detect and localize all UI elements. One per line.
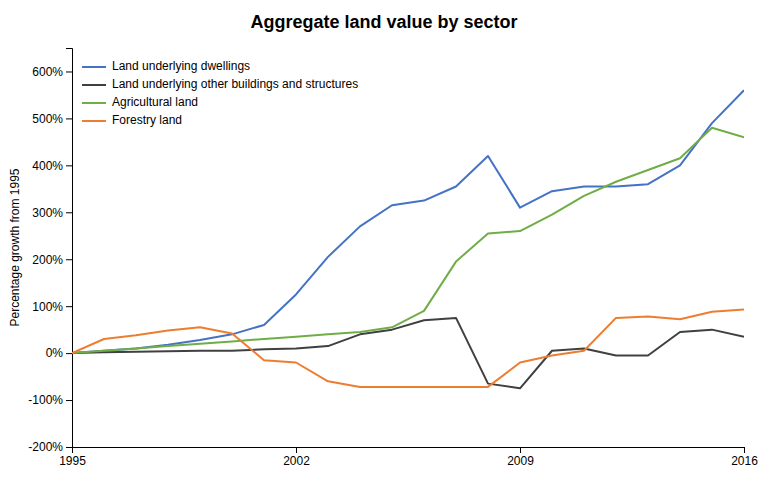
- series-line: [72, 128, 744, 353]
- x-tick-mark: [744, 447, 745, 453]
- y-tick-label: 500%: [32, 112, 63, 126]
- x-tick-label: 2016: [731, 454, 758, 468]
- x-tick-mark: [296, 447, 297, 453]
- x-tick-label: 1995: [59, 454, 86, 468]
- x-tick: 2009: [507, 447, 534, 468]
- series-line: [72, 90, 744, 353]
- y-tick-label: 600%: [32, 65, 63, 79]
- legend-swatch: [82, 84, 106, 86]
- y-tick-label: 200%: [32, 253, 63, 267]
- y-axis: -200% -100% 0% 100% 200% 300% 400% 500% 600%: [28, 49, 72, 455]
- legend-label: Agricultural land: [112, 95, 198, 109]
- legend-item: Agricultural land: [82, 95, 198, 109]
- y-tick-label: 400%: [32, 159, 63, 173]
- x-tick-label: 2002: [283, 454, 310, 468]
- y-tick-mark: [66, 165, 72, 166]
- series-line: [72, 318, 744, 388]
- y-tick: 400%: [32, 159, 72, 173]
- y-tick: -100%: [28, 393, 72, 407]
- y-tick-mark: [66, 306, 72, 307]
- legend-label: Forestry land: [112, 113, 182, 127]
- y-tick-label: 0%: [46, 346, 64, 360]
- y-tick-mark: [66, 118, 72, 119]
- x-axis: 1995 2002 2009 2016: [59, 447, 758, 468]
- y-axis-line: [66, 49, 73, 448]
- y-tick-label: 100%: [32, 300, 63, 314]
- y-tick: 600%: [32, 65, 72, 79]
- legend-item: Land underlying other buildings and stru…: [82, 77, 358, 91]
- legend-label: Land underlying other buildings and stru…: [112, 77, 358, 91]
- x-tick: 2002: [283, 447, 310, 468]
- title: Aggregate land value by sector: [250, 12, 517, 32]
- y-tick: 200%: [32, 253, 72, 267]
- legend: Land underlying dwellings Land underlying…: [82, 59, 358, 127]
- legend-swatch: [82, 102, 106, 104]
- legend-swatch: [82, 66, 106, 68]
- series-line: [72, 309, 744, 386]
- y-tick-mark: [66, 71, 72, 72]
- y-tick-label: -200%: [28, 440, 63, 454]
- y-tick-mark: [66, 447, 72, 448]
- legend-swatch: [82, 120, 106, 122]
- y-tick: 0%: [46, 346, 72, 360]
- x-tick: 1995: [59, 447, 86, 468]
- y-tick-mark: [66, 400, 72, 401]
- y-tick: 500%: [32, 112, 72, 126]
- y-tick-mark: [66, 212, 72, 213]
- y-axis-title: Percentage growth from 1995: [8, 168, 22, 326]
- x-axis-line: [73, 448, 745, 454]
- lines: [72, 90, 744, 388]
- chart: 1995 2002 2009 2016 -200% -100% 0% 100% 200% 300%…: [0, 0, 768, 479]
- y-tick: -200%: [28, 440, 72, 454]
- y-tick-mark: [66, 353, 72, 354]
- x-tick-label: 2009: [507, 454, 534, 468]
- legend-label: Land underlying dwellings: [112, 59, 250, 73]
- y-tick: 100%: [32, 300, 72, 314]
- x-tick: 2016: [731, 447, 758, 468]
- x-tick-mark: [520, 447, 521, 453]
- y-tick-label: -100%: [28, 393, 63, 407]
- legend-item: Forestry land: [82, 113, 182, 127]
- y-tick-label: 300%: [32, 206, 63, 220]
- plot: 1995 2002 2009 2016 -200% -100% 0% 100% 200% 300%…: [28, 49, 758, 468]
- y-tick: 300%: [32, 206, 72, 220]
- y-tick-mark: [66, 259, 72, 260]
- legend-item: Land underlying dwellings: [82, 59, 250, 73]
